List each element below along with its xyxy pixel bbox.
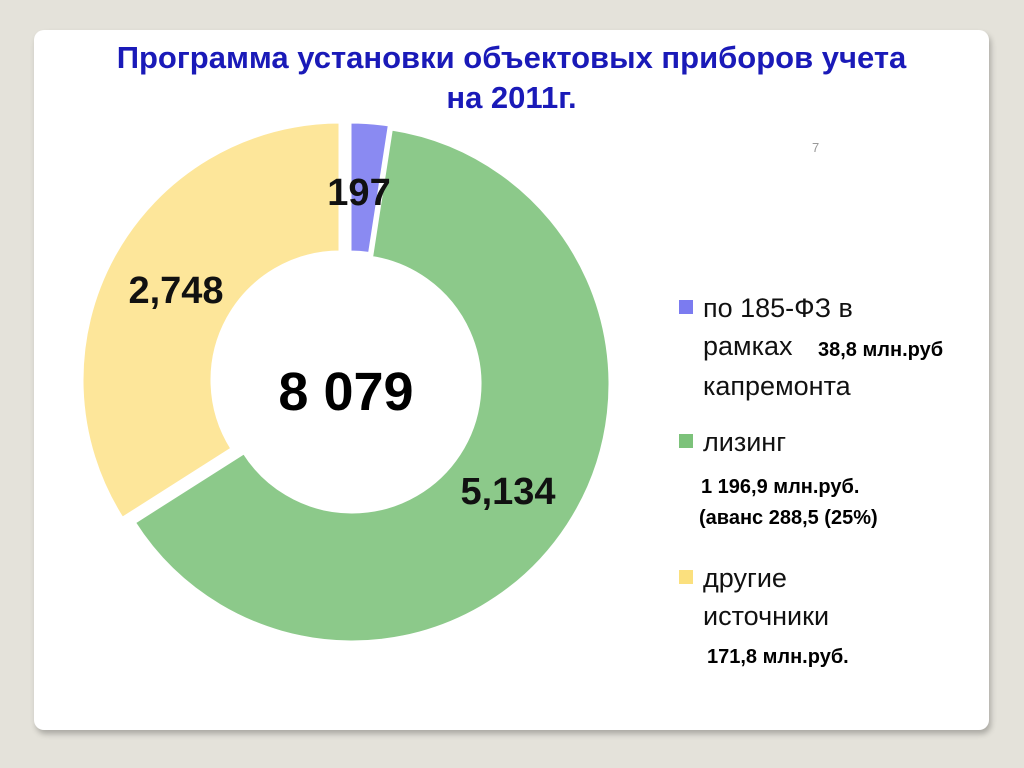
legend-swatch-other [679, 570, 693, 584]
center-total-label: 8 079 [278, 362, 413, 422]
legend-note-185fz: 38,8 млн.руб [818, 339, 944, 361]
title-line-2: на 2011г. [446, 80, 577, 115]
slice-other [80, 120, 342, 521]
data-label-other: 2,748 [128, 270, 223, 312]
legend-label-185fz-line2: рамках [703, 331, 793, 361]
legend-note-leasing-2: (аванс 288,5 (25%) [699, 507, 878, 529]
legend-note-leasing-1: 1 196,9 млн.руб. [701, 476, 860, 498]
legend-label-185fz-line3: капремонта [703, 371, 851, 401]
legend-note-other: 171,8 млн.руб. [707, 646, 849, 668]
legend-label-other-line1: другие [703, 563, 787, 593]
page-number: 7 [812, 140, 820, 155]
legend-label-other-line2: источники [703, 601, 830, 631]
data-label-leasing: 5,134 [460, 471, 555, 513]
legend-label-leasing: лизинг [703, 427, 787, 457]
legend-label-185fz-line1: по 185-ФЗ в [703, 293, 853, 323]
slice-leasing [132, 127, 612, 644]
slide-title: Программа установки объектовых приборов … [34, 38, 989, 118]
legend-swatch-leasing [679, 434, 693, 448]
data-label-185fz: 197 [327, 172, 390, 214]
legend-swatch-185fz [679, 300, 693, 314]
title-line-1: Программа установки объектовых приборов … [116, 40, 907, 75]
slice-185fz [348, 120, 392, 256]
